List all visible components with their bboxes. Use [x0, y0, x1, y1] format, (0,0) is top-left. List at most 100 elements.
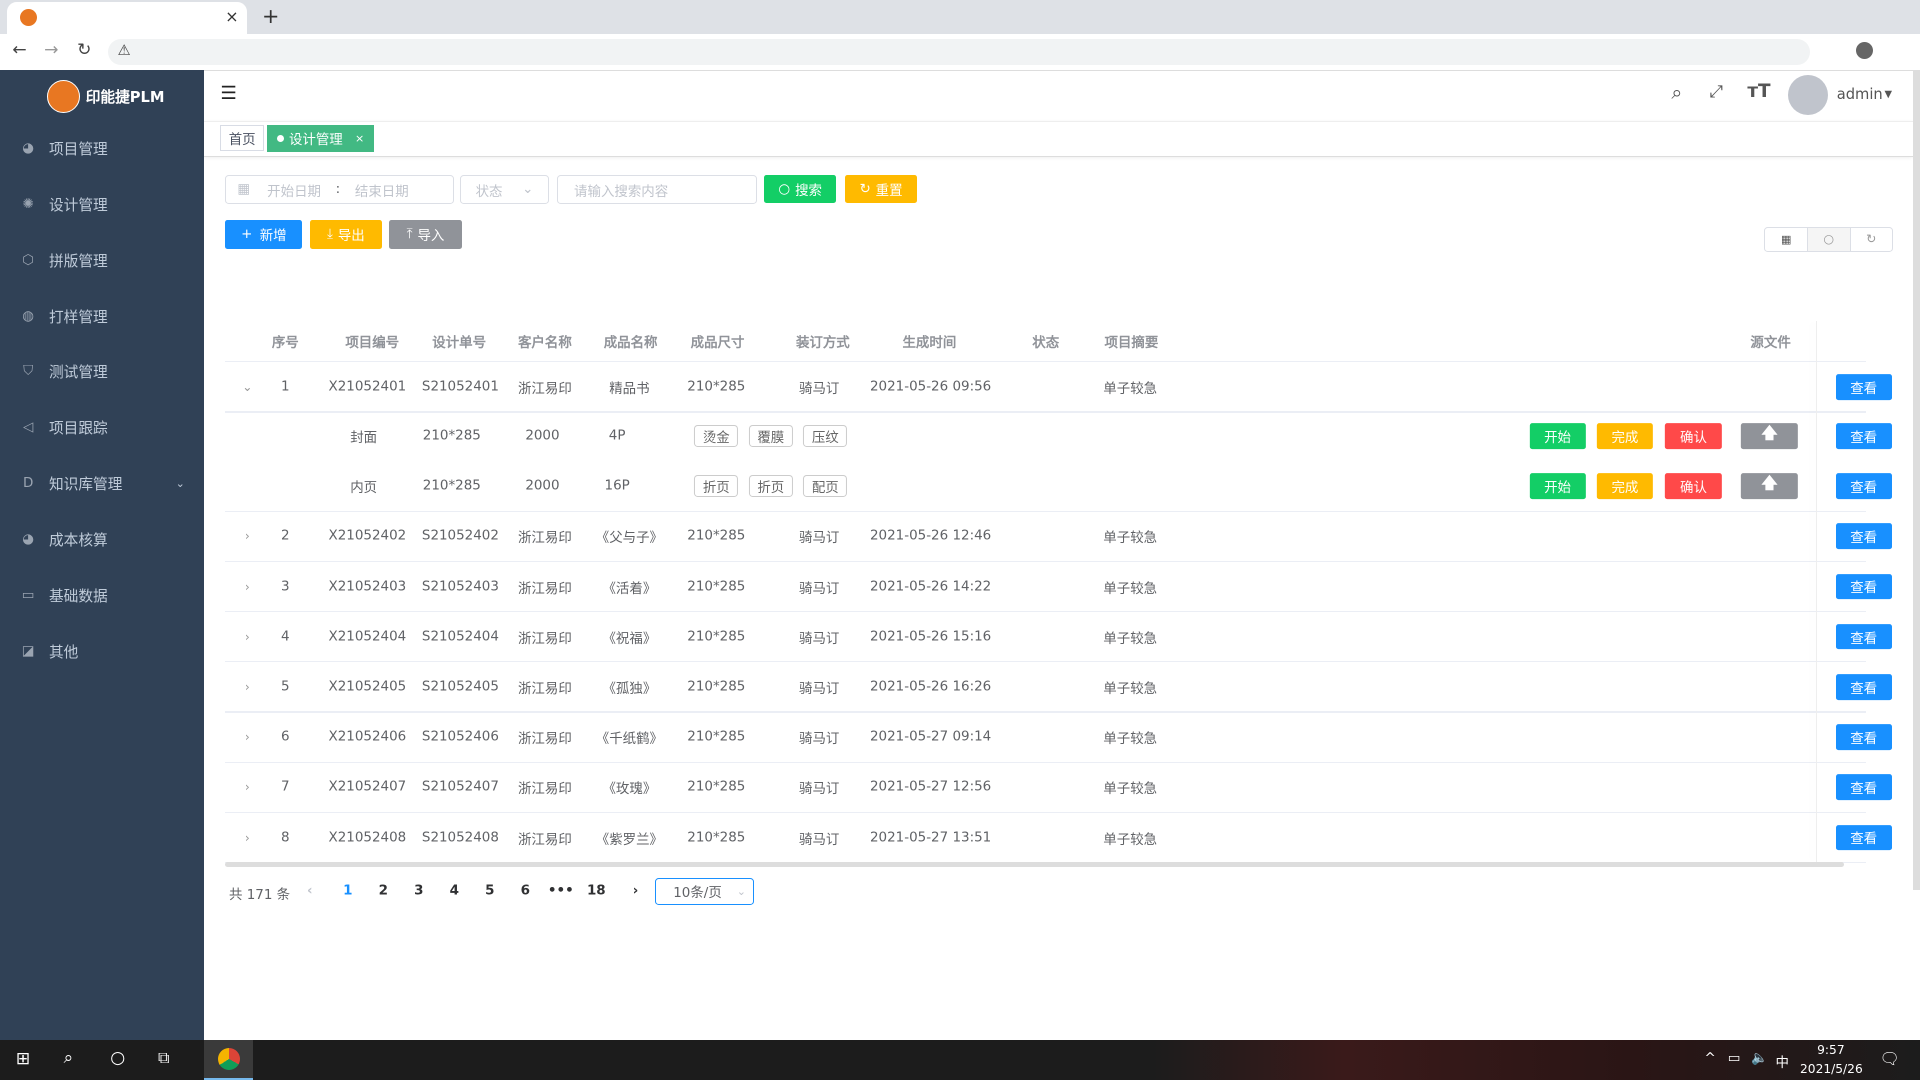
- action-button-0[interactable]: 开始: [1529, 423, 1586, 449]
- windows-start-icon[interactable]: ⊞: [15, 1049, 31, 1070]
- tab-close-icon[interactable]: ×: [225, 7, 239, 27]
- status-select[interactable]: 状态 ⌄: [460, 175, 549, 205]
- view-button[interactable]: 查看: [1835, 423, 1892, 449]
- expand-toggle-icon[interactable]: ›: [244, 730, 250, 745]
- view-button[interactable]: 查看: [1835, 824, 1892, 851]
- action-button-2[interactable]: 确认: [1665, 473, 1722, 499]
- sidebar-item[interactable]: ◁ 项目跟踪: [0, 400, 204, 456]
- cell-project: X21052405: [328, 679, 407, 695]
- action-button-2[interactable]: 确认: [1665, 423, 1722, 449]
- page-number[interactable]: 6: [520, 883, 530, 899]
- add-button-label: 新增: [259, 229, 287, 245]
- avatar[interactable]: [1787, 74, 1829, 116]
- page-number[interactable]: 2: [378, 883, 388, 899]
- view-button[interactable]: 查看: [1835, 573, 1892, 600]
- view-button[interactable]: 查看: [1835, 674, 1892, 700]
- reload-button[interactable]: ↻: [77, 40, 92, 61]
- search-icon[interactable]: ⌕: [63, 1048, 74, 1069]
- columns-grid-icon[interactable]: ▦: [1765, 227, 1808, 252]
- expand-toggle-icon[interactable]: ›: [244, 629, 250, 644]
- next-page-button[interactable]: ›: [632, 883, 639, 899]
- page-number[interactable]: 1: [343, 883, 353, 899]
- add-button[interactable]: + 新增: [225, 220, 303, 249]
- expand-toggle-icon[interactable]: ›: [244, 830, 250, 845]
- sidebar-item[interactable]: ◕ 成本核算: [0, 512, 204, 568]
- action-button-1[interactable]: 完成: [1596, 473, 1654, 499]
- tag-home[interactable]: 首页: [220, 124, 264, 152]
- sidebar-item[interactable]: D 知识库管理 ⌄: [0, 456, 204, 512]
- search-icon[interactable]: ⌕: [1671, 80, 1683, 104]
- sidebar-item[interactable]: ⛉ 测试管理: [0, 344, 204, 400]
- notification-icon[interactable]: 🗨: [1879, 1049, 1900, 1069]
- sidebar-item[interactable]: ◪ 其他: [0, 624, 204, 680]
- sidebar-item[interactable]: ◕ 项目管理: [0, 120, 204, 176]
- view-button[interactable]: 查看: [1835, 623, 1892, 650]
- expand-toggle-icon[interactable]: ›: [244, 529, 250, 544]
- search-input[interactable]: 请输入搜索内容: [557, 175, 757, 205]
- page-number[interactable]: 3: [414, 883, 424, 899]
- clock-time[interactable]: 9:57: [1817, 1043, 1845, 1058]
- page-number[interactable]: 5: [485, 883, 495, 899]
- expand-toggle-icon[interactable]: ›: [244, 780, 250, 795]
- ime-indicator[interactable]: 中: [1775, 1055, 1789, 1071]
- upload-button[interactable]: 🡅: [1741, 473, 1798, 499]
- fullscreen-icon[interactable]: ⤢: [1709, 82, 1724, 103]
- action-button-0[interactable]: 开始: [1529, 473, 1586, 499]
- expand-toggle-icon[interactable]: ›: [244, 679, 250, 694]
- vertical-scrollbar[interactable]: [1912, 69, 1920, 891]
- page-ellipsis[interactable]: •••: [547, 883, 574, 899]
- view-button[interactable]: 查看: [1835, 374, 1892, 400]
- sidebar-item[interactable]: ◍ 打样管理: [0, 288, 204, 344]
- browser-tab[interactable]: ×: [7, 2, 248, 35]
- sidebar-item[interactable]: ⬡ 拼版管理: [0, 232, 204, 288]
- sidebar-item[interactable]: ✺ 设计管理: [0, 176, 204, 232]
- view-button[interactable]: 查看: [1835, 774, 1892, 801]
- forward-button[interactable]: →: [44, 40, 59, 61]
- tag-design-management[interactable]: 设计管理 ×: [266, 124, 374, 152]
- chrome-taskbar-button[interactable]: [204, 1039, 254, 1080]
- expand-toggle-icon[interactable]: ⌄: [242, 379, 253, 394]
- search-button[interactable]: ○ 搜索: [764, 175, 837, 204]
- task-view-icon[interactable]: ⧉: [157, 1048, 170, 1068]
- column-header: 状态: [1032, 335, 1060, 351]
- toggle-search-icon[interactable]: ○: [1808, 227, 1851, 252]
- view-button[interactable]: 查看: [1835, 473, 1892, 499]
- page-number[interactable]: 18: [586, 883, 606, 899]
- tray-chevron-up-icon[interactable]: ^: [1704, 1050, 1716, 1066]
- row-divider: [225, 411, 1867, 413]
- refresh-icon[interactable]: ↻: [1866, 232, 1877, 247]
- page-size-select[interactable]: 10条/页 ⌄: [655, 877, 755, 905]
- process-tag: 覆膜: [748, 424, 793, 447]
- date-range-picker[interactable]: ▦ 开始日期 : 结束日期: [225, 175, 455, 205]
- prev-page-button[interactable]: ‹: [307, 883, 313, 899]
- process-tag: 折页: [694, 475, 739, 498]
- volume-icon[interactable]: 🔈: [1751, 1050, 1768, 1066]
- import-button[interactable]: ⤒ 导入: [389, 220, 462, 249]
- action-button-1[interactable]: 完成: [1596, 423, 1654, 449]
- column-header: 项目编号: [345, 335, 400, 351]
- back-button[interactable]: ←: [12, 40, 27, 61]
- view-button[interactable]: 查看: [1835, 724, 1892, 750]
- sidebar-item-label: 其他: [48, 644, 79, 662]
- export-button[interactable]: ⤓ 导出: [309, 220, 383, 249]
- tag-close-icon[interactable]: ×: [354, 131, 365, 145]
- sidebar-item[interactable]: ▭ 基础数据: [0, 568, 204, 624]
- reset-button[interactable]: ↻ 重置: [844, 175, 918, 204]
- upload-button[interactable]: 🡅: [1741, 423, 1798, 449]
- profile-icon[interactable]: [1856, 41, 1874, 59]
- hamburger-toggle-icon[interactable]: ☰: [220, 83, 237, 105]
- font-size-icon[interactable]: тT: [1747, 80, 1771, 102]
- caret-down-icon[interactable]: ▼: [1884, 89, 1893, 101]
- url-input[interactable]: ⚠: [107, 39, 1810, 65]
- expand-toggle-icon[interactable]: ›: [244, 579, 250, 594]
- new-tab-button[interactable]: +: [262, 3, 280, 28]
- cell-time: 2021-05-26 14:22: [869, 579, 992, 595]
- cortana-icon[interactable]: ○: [110, 1048, 126, 1069]
- page-number[interactable]: 4: [449, 883, 459, 899]
- view-button[interactable]: 查看: [1835, 523, 1892, 550]
- username[interactable]: admin: [1836, 85, 1883, 103]
- clock-date[interactable]: 2021/5/26: [1800, 1061, 1863, 1076]
- horizontal-scrollbar[interactable]: [225, 862, 1845, 867]
- network-icon[interactable]: ▭: [1727, 1050, 1741, 1066]
- cell-time: 2021-05-27 13:51: [869, 830, 992, 846]
